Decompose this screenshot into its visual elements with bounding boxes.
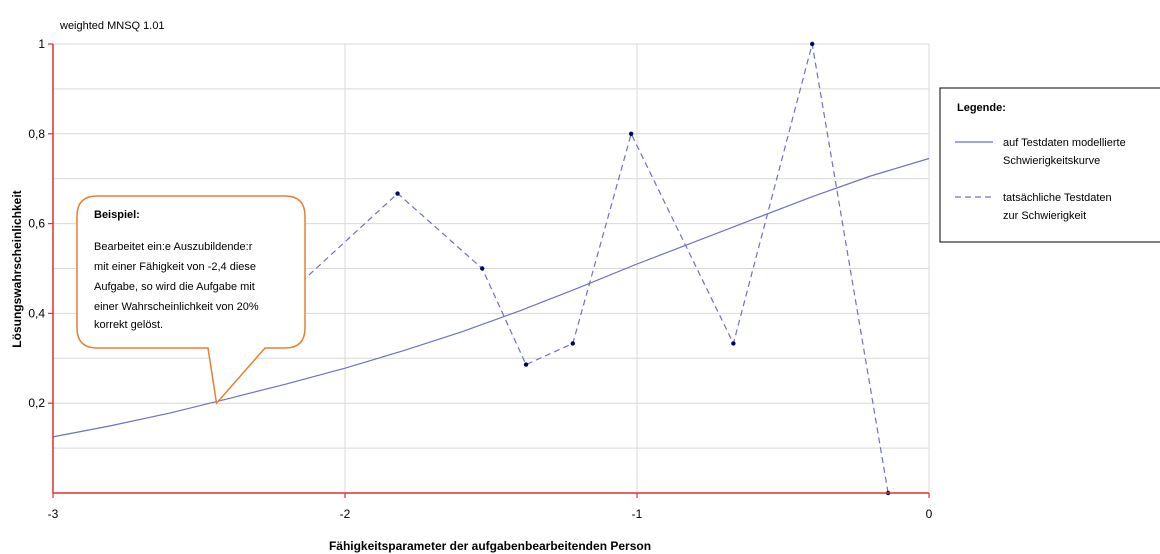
data-point (731, 341, 736, 346)
y-tick-label: 0,8 (28, 127, 45, 141)
legend: Legende: auf Testdaten modellierte Schwi… (939, 87, 1160, 243)
data-point (628, 131, 634, 136)
legend-label: Schwierigkeitskurve (1003, 155, 1100, 167)
x-axis-title: Fähigkeitsparameter der aufgabenbearbeit… (329, 539, 651, 553)
x-tick-label: -1 (632, 507, 643, 521)
example-callout: Beispiel: Bearbeitet ein:e Auszubildende… (76, 195, 306, 405)
callout-line: Aufgabe, so wird die Aufgabe mit (94, 281, 255, 293)
legend-label: zur Schwierigkeit (1003, 210, 1086, 222)
model-curve-line (52, 157, 930, 438)
callout-line: korrekt gelöst. (94, 319, 163, 331)
y-tick-label: 1 (38, 37, 45, 51)
legend-title: Legende: (957, 102, 1006, 114)
data-point (570, 341, 575, 346)
data-point (523, 362, 529, 367)
axes (48, 43, 930, 498)
y-tick-label: 0,2 (28, 396, 45, 410)
x-tick-label: 0 (926, 507, 933, 521)
data-point (395, 191, 400, 196)
callout-bubble (76, 195, 306, 405)
callout-line: mit einer Fähigkeit von -2,4 diese (94, 261, 256, 273)
x-tick-label: -3 (48, 507, 59, 521)
callout-title: Beispiel: (94, 209, 140, 221)
legend-box (939, 87, 1160, 243)
y-tick-label: 0,4 (28, 306, 45, 320)
tick-labels: -3 -2 -1 0 0,2 0,4 0,6 0,8 1 (28, 37, 932, 521)
x-tick-label: -2 (340, 507, 351, 521)
y-tick-label: 0,6 (28, 217, 45, 231)
y-axis-title: Lösungswahrscheinlichkeit (10, 190, 24, 347)
data-point (810, 41, 815, 47)
data-point (480, 266, 485, 271)
legend-label: auf Testdaten modellierte (1003, 137, 1126, 149)
top-note: weighted MNSQ 1.01 (59, 20, 165, 32)
legend-label: tatsächliche Testdaten (1003, 192, 1112, 204)
callout-line: Bearbeitet ein:e Auszubildende:r (94, 241, 253, 253)
callout-line: einer Wahrscheinlichkeit von 20% (94, 301, 259, 313)
